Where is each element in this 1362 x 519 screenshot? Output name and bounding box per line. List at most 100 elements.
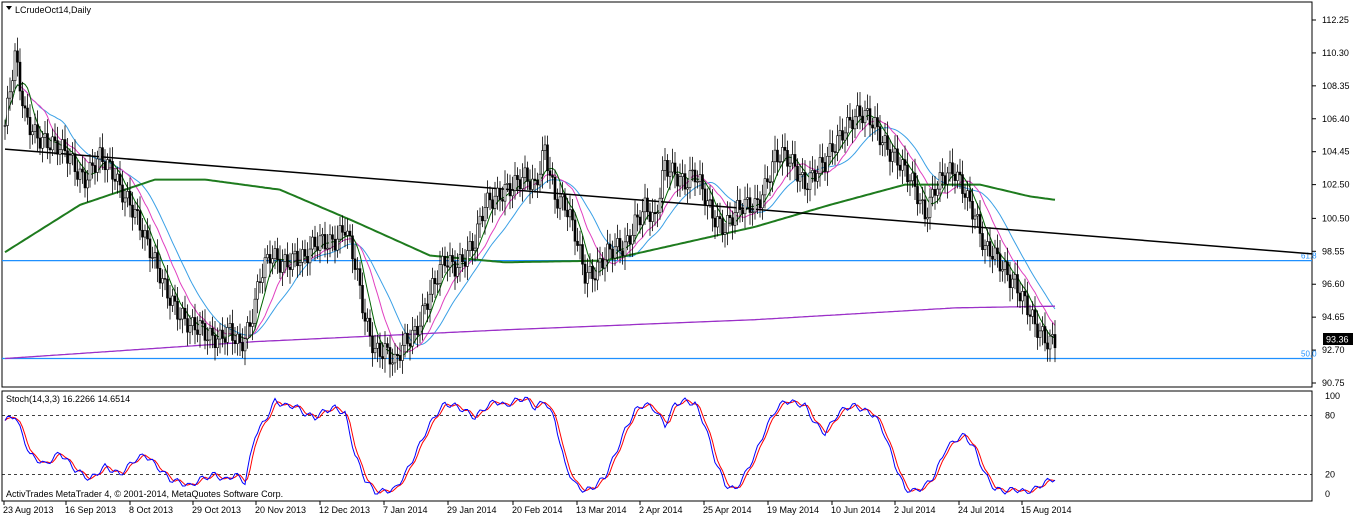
time-tick-label: 29 Oct 2013 bbox=[192, 505, 241, 515]
candle-body bbox=[96, 158, 99, 173]
candle-body bbox=[941, 172, 944, 176]
candle-body bbox=[316, 246, 319, 251]
candle-body bbox=[868, 108, 872, 126]
candle-body bbox=[341, 225, 344, 233]
candle-body bbox=[158, 268, 162, 284]
candle-body bbox=[966, 190, 969, 198]
candle-body bbox=[128, 191, 132, 206]
candle-body bbox=[326, 247, 329, 250]
candle-body bbox=[183, 307, 187, 319]
candle-body bbox=[873, 117, 877, 129]
candle-body bbox=[746, 197, 749, 200]
time-tick-label: 29 Jan 2014 bbox=[447, 505, 497, 515]
candle-body bbox=[233, 340, 237, 345]
candle-body bbox=[123, 197, 127, 203]
time-tick-label: 8 Oct 2013 bbox=[129, 505, 173, 515]
candle-body bbox=[3, 125, 7, 127]
candle-body bbox=[198, 320, 202, 335]
candle-body bbox=[586, 272, 589, 284]
candle-body bbox=[778, 161, 782, 163]
candle-body bbox=[248, 322, 252, 327]
candle-body bbox=[893, 148, 897, 153]
candle-body bbox=[93, 165, 97, 173]
candle-body bbox=[683, 173, 687, 190]
candle-body bbox=[376, 342, 379, 349]
stoch-tick-label: 20 bbox=[1325, 469, 1335, 479]
candle-body bbox=[953, 173, 957, 181]
price-tick-label: 102.50 bbox=[1322, 180, 1350, 190]
candle-body bbox=[773, 149, 777, 163]
candle-body bbox=[663, 160, 667, 171]
candle-body bbox=[731, 217, 734, 226]
dropdown-triangle-icon[interactable] bbox=[6, 6, 12, 10]
candle-body bbox=[1036, 323, 1039, 338]
candle-body bbox=[213, 335, 217, 349]
price-tick-label: 98.55 bbox=[1322, 246, 1345, 256]
candle-body bbox=[776, 149, 779, 163]
candle-body bbox=[216, 338, 219, 349]
candle-body bbox=[386, 343, 389, 348]
candle-body bbox=[436, 283, 439, 285]
stoch-panel-frame bbox=[1, 390, 1313, 502]
candle-body bbox=[688, 170, 692, 188]
candle-body bbox=[651, 212, 654, 222]
candle-body bbox=[256, 281, 259, 300]
candle-body bbox=[111, 161, 114, 180]
candle-body bbox=[856, 105, 859, 118]
candle-body bbox=[876, 117, 879, 127]
candle-body bbox=[546, 144, 549, 172]
candle-body bbox=[1001, 269, 1004, 272]
candle-body bbox=[728, 215, 732, 219]
candle-body bbox=[221, 329, 224, 339]
candle-body bbox=[528, 181, 532, 190]
candle-body bbox=[1043, 326, 1047, 344]
candle-body bbox=[1008, 274, 1012, 289]
candle-body bbox=[338, 225, 342, 240]
candle-body bbox=[438, 264, 442, 284]
candle-body bbox=[611, 248, 614, 259]
candle-body bbox=[566, 209, 569, 218]
candle-body bbox=[716, 216, 719, 228]
candle-body bbox=[1013, 274, 1017, 280]
price-tick-label: 100.50 bbox=[1322, 213, 1350, 223]
candle-body bbox=[313, 236, 317, 247]
candle-body bbox=[933, 189, 937, 196]
time-tick-label: 23 Aug 2013 bbox=[3, 505, 54, 515]
candle-body bbox=[851, 119, 854, 130]
candle-body bbox=[46, 133, 49, 149]
candle-body bbox=[38, 137, 42, 149]
candle-body bbox=[21, 90, 24, 107]
candle-body bbox=[81, 168, 84, 173]
candle-body bbox=[531, 178, 534, 190]
candle-body bbox=[118, 173, 122, 186]
candle-body bbox=[36, 124, 39, 139]
candle-body bbox=[346, 230, 349, 236]
candle-body bbox=[936, 188, 939, 196]
candle-body bbox=[428, 293, 432, 310]
candle-body bbox=[718, 216, 722, 220]
price-tick-label: 94.65 bbox=[1322, 312, 1345, 322]
candle-body bbox=[493, 195, 497, 209]
candle-body bbox=[943, 175, 947, 185]
candle-body bbox=[53, 136, 57, 141]
candle-body bbox=[363, 312, 367, 322]
candle-body bbox=[281, 261, 284, 273]
candle-body bbox=[396, 353, 399, 356]
candle-body bbox=[453, 261, 457, 277]
candle-body bbox=[106, 159, 109, 171]
candle-body bbox=[156, 252, 159, 269]
candle-body bbox=[656, 212, 659, 215]
candle-body bbox=[751, 211, 754, 214]
candle-body bbox=[923, 199, 927, 220]
candle-body bbox=[28, 117, 32, 136]
candle-body bbox=[886, 135, 889, 150]
candle-body bbox=[921, 199, 924, 201]
candle-body bbox=[1031, 309, 1034, 317]
candle-body bbox=[576, 240, 579, 246]
candle-body bbox=[898, 164, 902, 171]
candle-body bbox=[901, 159, 904, 171]
candle-body bbox=[223, 338, 227, 343]
candle-body bbox=[206, 339, 209, 342]
candle-body bbox=[446, 265, 449, 268]
candle-body bbox=[391, 362, 394, 365]
